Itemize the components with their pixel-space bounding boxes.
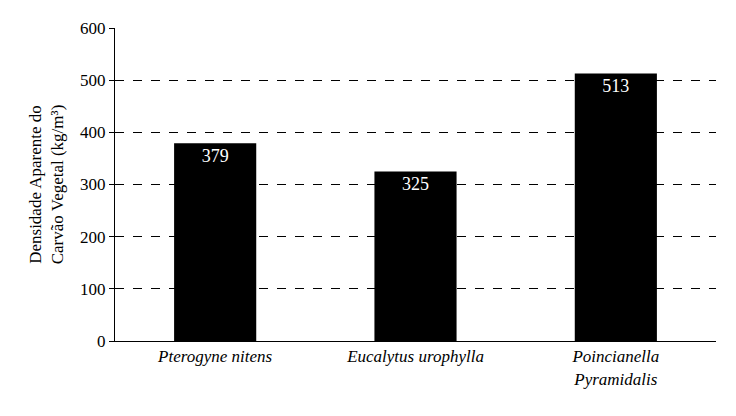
svg-text:Pterogyne nitens: Pterogyne nitens xyxy=(157,347,272,366)
svg-text:300: 300 xyxy=(80,175,106,194)
svg-text:513: 513 xyxy=(602,76,629,96)
svg-text:100: 100 xyxy=(80,280,106,299)
svg-text:500: 500 xyxy=(80,71,106,90)
svg-text:Eucalytus urophylla: Eucalytus urophylla xyxy=(346,347,484,366)
svg-text:600: 600 xyxy=(80,19,106,38)
svg-text:Densidade Aparente doCarvão Ve: Densidade Aparente doCarvão Vegetal (kg/… xyxy=(26,105,67,265)
svg-text:PoincianellaPyramidalis: PoincianellaPyramidalis xyxy=(571,347,659,388)
svg-text:200: 200 xyxy=(80,228,106,247)
svg-text:400: 400 xyxy=(80,123,106,142)
svg-text:0: 0 xyxy=(97,332,106,351)
svg-text:379: 379 xyxy=(202,146,229,166)
svg-text:325: 325 xyxy=(402,174,429,194)
